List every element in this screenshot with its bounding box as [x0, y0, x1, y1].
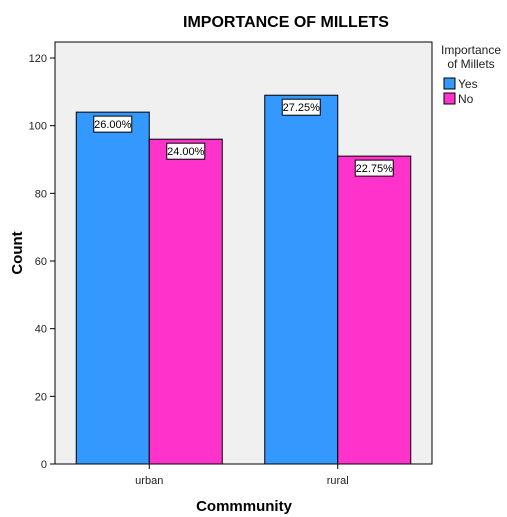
legend-label-yes: Yes [458, 77, 478, 91]
x-axis-title: Commmunity [196, 498, 292, 515]
bar-yes-urban [76, 112, 149, 464]
data-label: 24.00% [167, 146, 205, 158]
legend-swatch-no [444, 93, 455, 104]
x-tick-label-rural: rural [327, 475, 349, 487]
data-label: 27.25% [283, 102, 321, 114]
y-tick-label: 20 [35, 391, 47, 403]
x-tick-label-urban: urban [135, 475, 163, 487]
y-tick-label: 100 [29, 121, 47, 133]
bar-no-rural [338, 156, 411, 464]
legend-label-no: No [458, 92, 474, 106]
bar-yes-rural [265, 95, 338, 464]
y-tick-label: 120 [29, 53, 47, 65]
data-label: 26.00% [94, 119, 132, 131]
legend-title-line-1: Importance [441, 43, 501, 57]
y-tick-label: 60 [35, 256, 47, 268]
chart-title: IMPORTANCE OF MILLETS [183, 14, 389, 31]
y-tick-label: 80 [35, 188, 47, 200]
legend-swatch-yes [444, 78, 455, 89]
legend-title-line-2: of Millets [447, 57, 494, 71]
bar-no-urban [149, 139, 222, 464]
y-axis-title: Count [9, 231, 26, 274]
data-label: 22.75% [356, 163, 394, 175]
y-tick-label: 0 [41, 459, 47, 471]
y-tick-label: 40 [35, 324, 47, 336]
